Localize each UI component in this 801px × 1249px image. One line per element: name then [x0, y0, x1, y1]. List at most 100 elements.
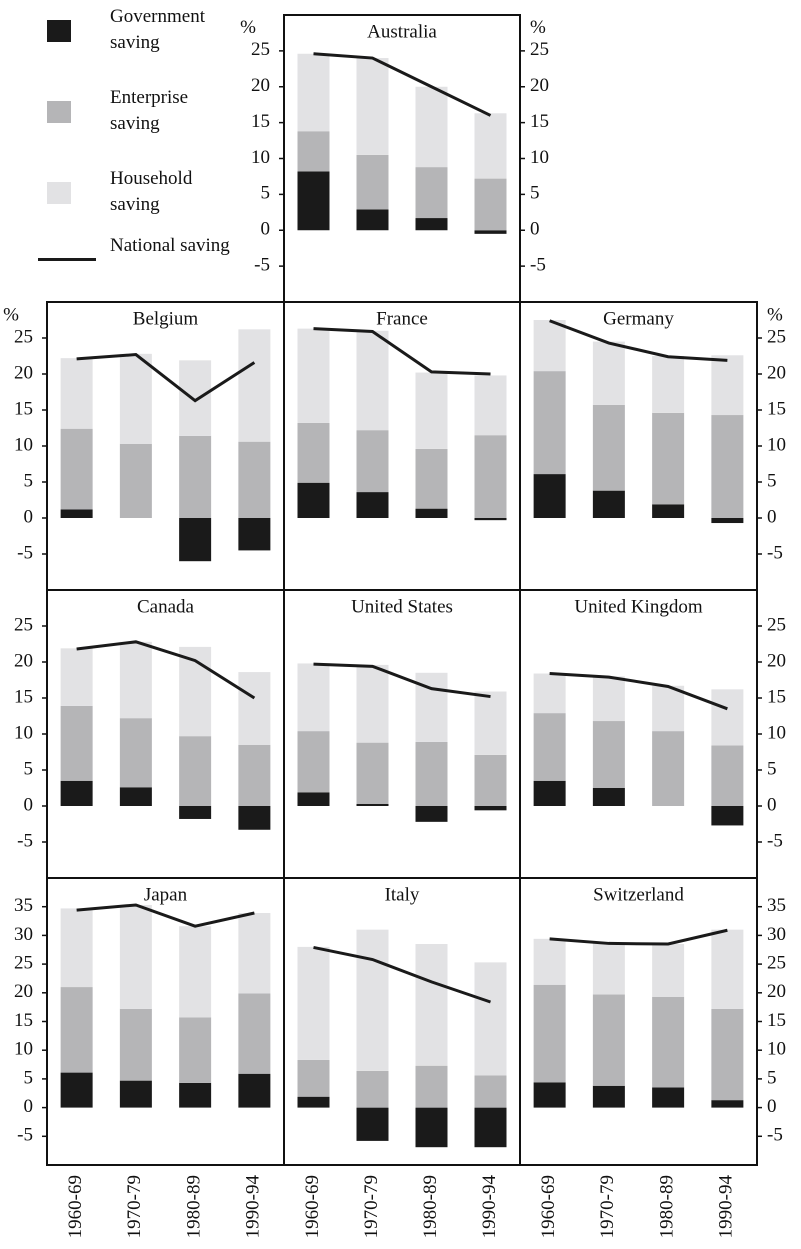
- bar-segment: [60, 509, 93, 518]
- x-tick-label: 1990-94: [479, 1175, 500, 1239]
- y-tick-label: 15: [14, 398, 33, 419]
- y-tick-label: 10: [251, 147, 270, 168]
- bar-segment: [238, 1073, 271, 1108]
- x-tick-label: 1970-79: [597, 1175, 618, 1238]
- bar-segment: [238, 441, 271, 518]
- panel-title: Belgium: [133, 308, 199, 329]
- bar-segment: [297, 946, 330, 1060]
- y-tick-label: 5: [24, 758, 34, 779]
- bar-segment: [356, 209, 389, 231]
- panel-title: Canada: [137, 596, 195, 617]
- bar-segment: [119, 1080, 152, 1108]
- bar-segment: [60, 648, 93, 706]
- bar-segment: [533, 713, 566, 781]
- bar-segment: [474, 375, 507, 436]
- x-tick-label: 1970-79: [124, 1175, 145, 1238]
- bar-segment: [179, 1082, 212, 1108]
- y-tick-label: 15: [14, 686, 33, 707]
- bar-segment: [297, 792, 330, 806]
- bar-segment: [238, 518, 271, 551]
- legend-label: Enterprise saving: [110, 87, 189, 134]
- x-tick-label: 1980-89: [420, 1175, 441, 1238]
- y-tick-label: 25: [14, 952, 33, 973]
- y-tick-label: 20: [767, 981, 786, 1002]
- bar-segment: [297, 131, 330, 172]
- legend-label: Government saving: [110, 6, 205, 53]
- bar-segment: [179, 806, 212, 819]
- y-tick-label: 25: [767, 614, 786, 635]
- bar-segment: [179, 360, 212, 436]
- national-line: [313, 327, 491, 376]
- panel-title: Japan: [144, 884, 188, 905]
- bar-segment: [415, 741, 448, 806]
- y-tick-label: 10: [530, 147, 549, 168]
- bar-segment: [238, 672, 271, 745]
- bar-segment: [356, 742, 389, 804]
- bar-segment: [356, 492, 389, 518]
- y-tick-label: 25: [530, 39, 549, 60]
- y-tick-label: 0: [767, 506, 777, 527]
- bar-segment: [592, 676, 625, 722]
- bar-segment: [474, 113, 507, 179]
- bar-segment: [533, 673, 566, 714]
- national-line: [313, 945, 491, 1004]
- panel-title: United Kingdom: [574, 596, 702, 617]
- y-tick-label: 0: [530, 219, 540, 240]
- x-tick-label: 1990-94: [716, 1175, 737, 1239]
- x-tick-label: 1960-69: [538, 1175, 559, 1238]
- y-tick-label: 5: [530, 183, 540, 204]
- bar-segment: [238, 913, 271, 994]
- bar-segment: [356, 430, 389, 493]
- y-tick-label: 15: [530, 111, 549, 132]
- y-tick-label: 5: [767, 1067, 777, 1088]
- bar-segment: [652, 1087, 685, 1108]
- bar-segment: [592, 490, 625, 518]
- bar-segment: [60, 358, 93, 429]
- y-tick-label: 25: [14, 614, 33, 635]
- bar-segment: [592, 721, 625, 788]
- bar-segment: [592, 1085, 625, 1108]
- bar-segment: [60, 705, 93, 781]
- bar-segment: [533, 984, 566, 1083]
- bar-segment: [119, 787, 152, 806]
- x-tick-label: 1990-94: [243, 1175, 264, 1239]
- bar-segment: [711, 929, 744, 1009]
- bar-segment: [652, 996, 685, 1088]
- panel-title: Italy: [385, 884, 420, 905]
- bar-segment: [474, 806, 507, 811]
- panel-title: Switzerland: [593, 884, 684, 905]
- bar-segment: [119, 1008, 152, 1081]
- y-tick-label: 0: [24, 1096, 34, 1117]
- y-tick-label: 15: [767, 686, 786, 707]
- y-tick-label: -5: [767, 1125, 783, 1146]
- y-tick-label: -5: [17, 1125, 33, 1146]
- national-line: [549, 319, 728, 362]
- y-tick-label: 5: [24, 1067, 34, 1088]
- y-tick-label: 5: [767, 470, 777, 491]
- y-tick-label: 25: [251, 39, 270, 60]
- y-axis-label: %: [530, 17, 546, 38]
- bar-segment: [652, 356, 685, 413]
- bar-segment: [415, 1065, 448, 1108]
- y-tick-label: 0: [261, 219, 271, 240]
- bar-segment: [119, 718, 152, 788]
- bar-segment: [60, 987, 93, 1073]
- national-line: [76, 640, 256, 700]
- y-tick-label: 10: [767, 1039, 786, 1060]
- y-tick-label: 25: [14, 326, 33, 347]
- bar-segment: [711, 1100, 744, 1108]
- bar-segment: [592, 404, 625, 491]
- y-axis-label: %: [767, 304, 783, 325]
- panel-title: Australia: [367, 21, 437, 42]
- bar-segment: [415, 806, 448, 822]
- bar-segment: [179, 435, 212, 518]
- bar-segment: [119, 641, 152, 719]
- bar-segment: [711, 355, 744, 416]
- y-tick-label: 10: [767, 434, 786, 455]
- bar-segment: [415, 508, 448, 518]
- bar-segment: [711, 415, 744, 518]
- y-tick-label: 20: [14, 650, 33, 671]
- y-tick-label: 35: [767, 895, 786, 916]
- bar-segment: [179, 736, 212, 806]
- y-axis-label: %: [3, 304, 19, 325]
